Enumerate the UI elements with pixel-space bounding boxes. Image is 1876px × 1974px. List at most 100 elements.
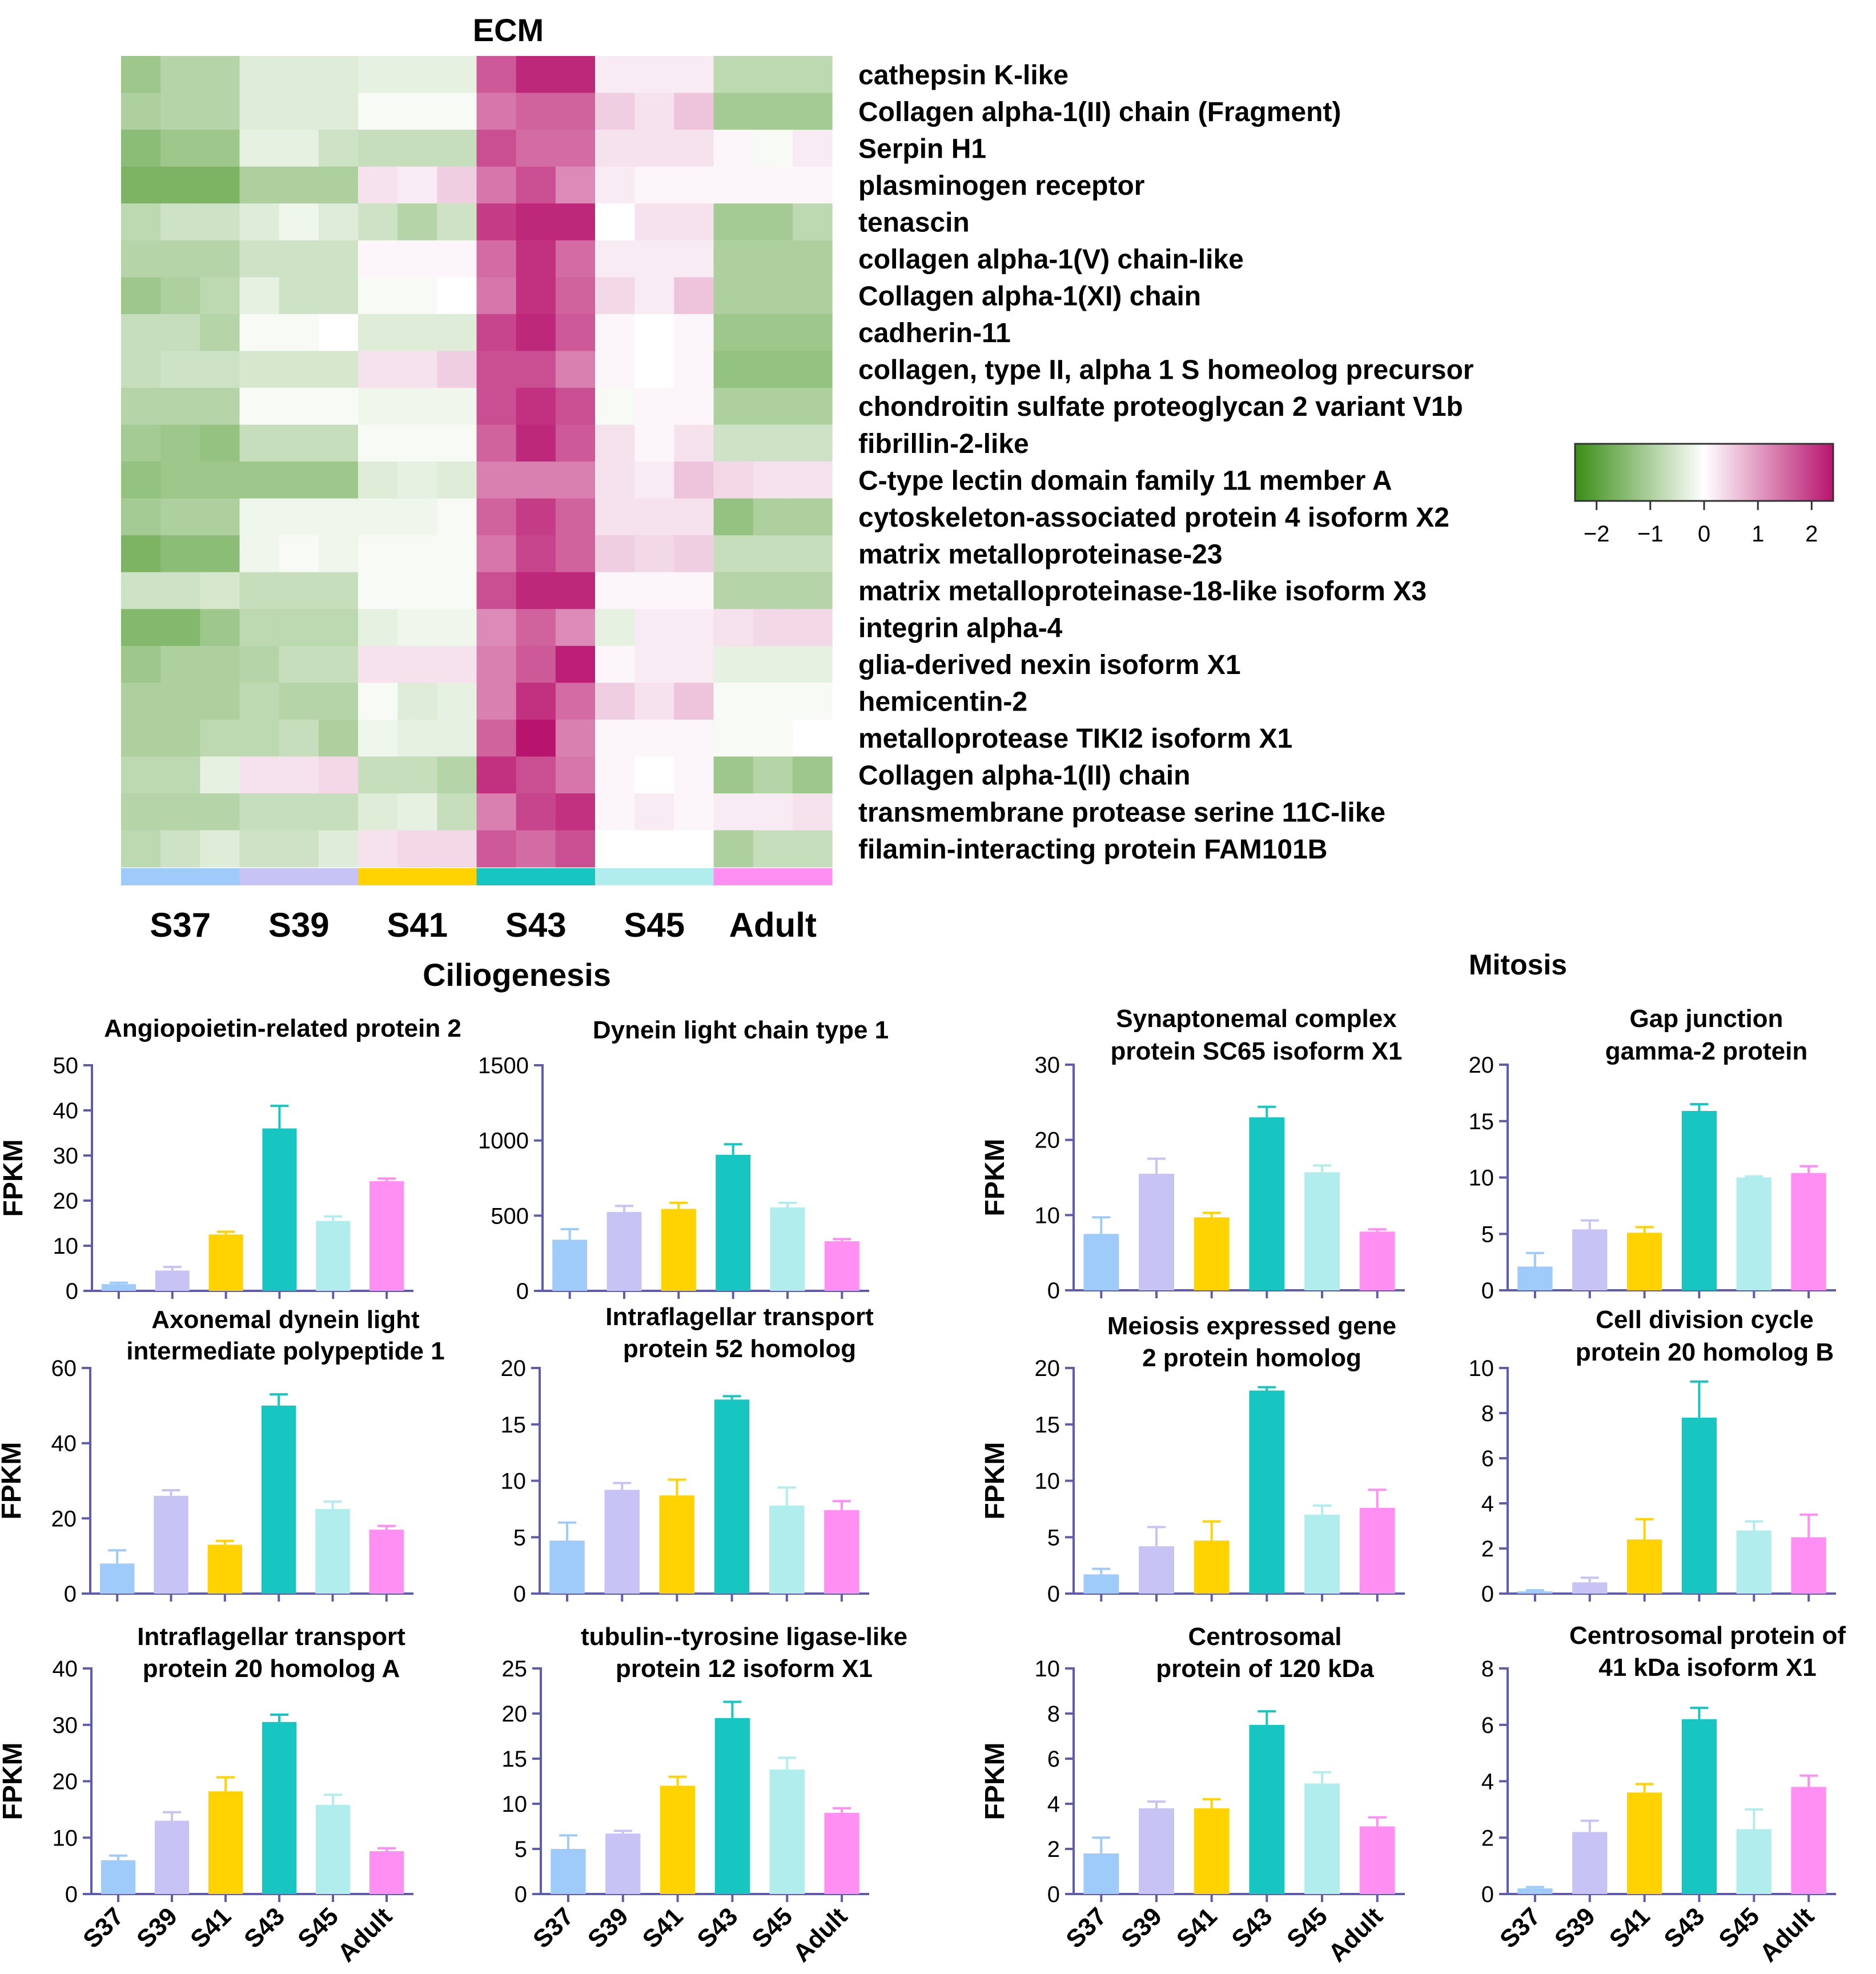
bar-S39 bbox=[605, 1833, 641, 1894]
bar-S43 bbox=[1681, 1111, 1717, 1290]
x-category-label: S39 bbox=[1549, 1902, 1601, 1953]
y-tick-label: 4 bbox=[1481, 1770, 1494, 1795]
bar-S41 bbox=[1626, 1539, 1662, 1594]
heatmap-cell bbox=[121, 130, 161, 167]
heatmap-cell bbox=[713, 166, 754, 204]
colorbar-tick-label: −2 bbox=[1584, 521, 1610, 547]
heatmap-row-label: cadherin-11 bbox=[858, 318, 1011, 348]
heatmap-row-label: Serpin H1 bbox=[858, 134, 986, 164]
heatmap-cell bbox=[200, 130, 240, 167]
heatmap-cell bbox=[476, 387, 517, 426]
heatmap-cell bbox=[279, 609, 319, 647]
y-tick-label: 2 bbox=[1047, 1837, 1060, 1862]
bar-Adult bbox=[369, 1851, 404, 1894]
bar-S37 bbox=[552, 1239, 588, 1291]
heatmap-cell bbox=[555, 130, 596, 167]
y-tick-label: 5 bbox=[1047, 1525, 1060, 1550]
heatmap-cell bbox=[437, 424, 477, 462]
bar-S37 bbox=[1517, 1888, 1553, 1894]
heatmap-cell bbox=[160, 351, 200, 388]
heatmap-cell bbox=[318, 609, 359, 647]
heatmap-cell bbox=[516, 683, 556, 720]
heatmap-cell bbox=[516, 240, 556, 278]
panel-title-line: protein SC65 isoform X1 bbox=[1110, 1037, 1402, 1065]
heatmap-cell bbox=[792, 314, 833, 351]
bar-S41 bbox=[1194, 1808, 1230, 1894]
heatmap-cell bbox=[358, 572, 398, 609]
heatmap-cell bbox=[358, 351, 398, 388]
y-axis-label: FPKM bbox=[980, 1743, 1010, 1820]
heatmap-cell bbox=[516, 387, 556, 426]
heatmap-cell bbox=[595, 240, 635, 278]
y-tick-label: 0 bbox=[66, 1279, 78, 1304]
heatmap-cell bbox=[516, 462, 556, 499]
heatmap-cell bbox=[516, 830, 556, 868]
heatmap-cell bbox=[200, 462, 240, 499]
heatmap-cell bbox=[200, 535, 240, 573]
heatmap-cell bbox=[160, 683, 200, 720]
heatmap-cell bbox=[437, 203, 477, 241]
heatmap-cell bbox=[397, 203, 437, 241]
heatmap-cell bbox=[279, 462, 319, 499]
bar-S37 bbox=[551, 1849, 586, 1894]
heatmap-cell bbox=[674, 93, 714, 130]
heatmap-cell bbox=[792, 93, 833, 130]
y-tick-label: 40 bbox=[53, 1098, 79, 1124]
heatmap-cell bbox=[792, 203, 833, 241]
y-tick-label: 10 bbox=[53, 1234, 79, 1259]
y-tick-label: 8 bbox=[1481, 1401, 1494, 1426]
panel-title-line: Centrosomal bbox=[1188, 1623, 1342, 1651]
y-tick-label: 20 bbox=[51, 1506, 77, 1531]
heatmap-cell bbox=[713, 572, 754, 609]
y-tick-label: 0 bbox=[1481, 1278, 1494, 1303]
heatmap-group-label: S45 bbox=[624, 906, 685, 944]
y-tick-label: 0 bbox=[1481, 1582, 1494, 1607]
ecm-heatmap: ECM cathepsin K-like Collagen alpha-1(II)… bbox=[121, 12, 1474, 944]
heatmap-cell bbox=[318, 387, 359, 426]
heatmap-cell bbox=[792, 535, 833, 573]
heatmap-cell bbox=[753, 535, 793, 573]
heatmap-cell bbox=[516, 277, 556, 315]
group-color-segment bbox=[713, 868, 833, 885]
heatmap-cell bbox=[713, 683, 754, 720]
bar-panel-cilio-4: Intraflagellar transport protein 52 homol… bbox=[501, 1303, 874, 1607]
heatmap-cell bbox=[634, 719, 674, 757]
heatmap-cell bbox=[674, 56, 714, 94]
heatmap-cell bbox=[595, 645, 635, 683]
heatmap-cell bbox=[555, 424, 596, 462]
heatmap-cell bbox=[437, 462, 477, 499]
heatmap-cell bbox=[358, 535, 398, 573]
heatmap-cell bbox=[674, 535, 714, 573]
y-tick-label: 15 bbox=[502, 1747, 528, 1772]
heatmap-cell bbox=[753, 572, 793, 609]
heatmap-cell bbox=[595, 609, 635, 647]
heatmap-row-label: Collagen alpha-1(II) chain (Fragment) bbox=[858, 97, 1341, 127]
heatmap-cell bbox=[555, 683, 596, 720]
heatmap-row-label: tenascin bbox=[858, 208, 970, 238]
heatmap-row-label: cytoskeleton-associated protein 4 isofor… bbox=[858, 503, 1449, 533]
x-category-label: S43 bbox=[1658, 1902, 1710, 1953]
heatmap-cell bbox=[160, 93, 200, 130]
heatmap-cell bbox=[476, 793, 517, 831]
heatmap-cell bbox=[279, 93, 319, 130]
heatmap-cell bbox=[397, 314, 437, 351]
colorbar-tick-label: 2 bbox=[1805, 521, 1818, 547]
y-axis-label: FPKM bbox=[980, 1442, 1010, 1520]
heatmap-cell bbox=[239, 166, 280, 204]
heatmap-cell bbox=[674, 351, 714, 388]
heatmap-cell bbox=[318, 830, 359, 868]
heatmap-cell bbox=[239, 240, 280, 278]
heatmap-cell bbox=[634, 130, 674, 167]
heatmap-cell bbox=[634, 645, 674, 683]
y-tick-label: 30 bbox=[1035, 1053, 1060, 1078]
bar-S45 bbox=[1736, 1829, 1771, 1894]
heatmap-cell bbox=[279, 535, 319, 573]
heatmap-cell bbox=[397, 609, 437, 647]
heatmap-cell bbox=[160, 240, 200, 278]
heatmap-cell bbox=[239, 277, 280, 315]
heatmap-cell bbox=[318, 756, 359, 794]
panel-title-line: protein 12 isoform X1 bbox=[616, 1655, 873, 1683]
x-category-label: S37 bbox=[528, 1902, 579, 1953]
panel-title-line: 41 kDa isoform X1 bbox=[1598, 1654, 1817, 1682]
heatmap-cell bbox=[279, 572, 319, 609]
